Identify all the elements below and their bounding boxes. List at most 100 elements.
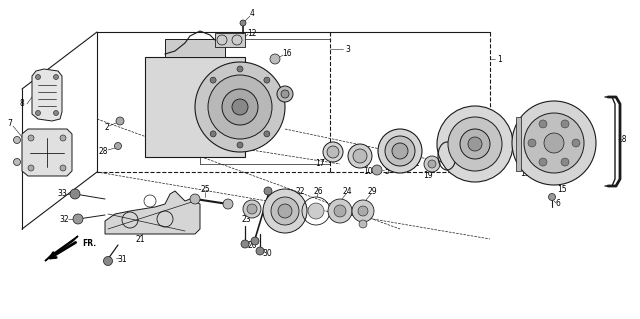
Text: 30: 30 [262, 249, 272, 257]
Polygon shape [105, 191, 200, 234]
Circle shape [561, 120, 569, 128]
Circle shape [237, 66, 243, 72]
Circle shape [241, 240, 249, 248]
Circle shape [54, 75, 58, 79]
Circle shape [561, 158, 569, 166]
Circle shape [270, 54, 280, 64]
Circle shape [323, 142, 343, 162]
Polygon shape [22, 129, 72, 176]
Circle shape [70, 189, 80, 199]
Circle shape [392, 143, 408, 159]
Polygon shape [32, 69, 62, 121]
Circle shape [210, 77, 216, 83]
Circle shape [308, 203, 324, 219]
Circle shape [358, 206, 368, 216]
Circle shape [247, 204, 257, 214]
Text: 33: 33 [57, 189, 67, 198]
Text: FR.: FR. [82, 240, 96, 249]
Circle shape [572, 139, 580, 147]
Circle shape [544, 133, 564, 153]
Text: 31: 31 [117, 255, 127, 263]
Text: 6: 6 [556, 199, 561, 209]
Circle shape [424, 156, 440, 172]
Text: 14: 14 [451, 167, 461, 175]
Circle shape [13, 137, 20, 144]
Circle shape [352, 200, 374, 222]
Circle shape [240, 20, 246, 26]
Circle shape [539, 158, 547, 166]
Circle shape [251, 237, 259, 245]
Circle shape [116, 117, 124, 125]
Circle shape [208, 75, 272, 139]
Circle shape [348, 144, 372, 168]
Text: 32: 32 [59, 214, 69, 224]
Circle shape [104, 256, 113, 265]
Text: 13: 13 [520, 169, 530, 179]
Circle shape [528, 139, 536, 147]
Circle shape [195, 62, 285, 152]
Text: 16: 16 [282, 49, 292, 58]
Circle shape [264, 187, 272, 195]
Circle shape [243, 200, 261, 218]
Bar [165, 39, 225, 57]
Circle shape [210, 131, 216, 137]
Circle shape [278, 204, 292, 218]
Circle shape [548, 194, 556, 201]
Text: 29: 29 [367, 187, 377, 196]
Circle shape [460, 129, 490, 159]
Circle shape [223, 199, 233, 209]
Text: 3: 3 [345, 44, 350, 54]
Text: 2: 2 [104, 123, 109, 132]
Circle shape [35, 75, 40, 79]
Circle shape [327, 146, 339, 158]
Circle shape [372, 165, 382, 175]
Text: 7: 7 [8, 118, 12, 128]
Circle shape [73, 214, 83, 224]
Circle shape [35, 110, 40, 115]
Bar [215, 33, 245, 47]
Circle shape [13, 159, 20, 166]
Circle shape [512, 101, 596, 185]
Circle shape [54, 110, 58, 115]
Circle shape [281, 90, 289, 98]
Text: 10: 10 [363, 167, 373, 175]
Circle shape [264, 131, 270, 137]
Text: 9: 9 [477, 167, 483, 175]
Text: 15: 15 [557, 184, 567, 194]
Circle shape [190, 194, 200, 204]
Text: 23: 23 [241, 214, 251, 224]
Text: 21: 21 [135, 235, 145, 244]
Circle shape [222, 89, 258, 125]
Circle shape [334, 205, 346, 217]
Text: 17: 17 [315, 160, 325, 168]
Circle shape [448, 117, 502, 171]
Circle shape [359, 220, 367, 228]
Circle shape [237, 142, 243, 148]
Circle shape [60, 135, 66, 141]
Polygon shape [45, 236, 78, 261]
Text: 12: 12 [247, 29, 257, 39]
Text: 20: 20 [247, 241, 257, 250]
Text: 24: 24 [342, 187, 352, 196]
Circle shape [428, 160, 436, 168]
Circle shape [328, 199, 352, 223]
Circle shape [353, 149, 367, 163]
Text: 25: 25 [200, 184, 210, 194]
Text: 8: 8 [20, 100, 24, 108]
Circle shape [115, 143, 122, 150]
Text: 18: 18 [617, 135, 627, 144]
Circle shape [524, 113, 584, 173]
Circle shape [437, 106, 513, 182]
Text: 4: 4 [250, 10, 255, 19]
Bar [145, 57, 245, 157]
Circle shape [277, 86, 293, 102]
Circle shape [378, 129, 422, 173]
Circle shape [28, 165, 34, 171]
Circle shape [271, 197, 299, 225]
Circle shape [264, 77, 270, 83]
Circle shape [468, 137, 482, 151]
Text: 26: 26 [313, 187, 323, 196]
Circle shape [60, 165, 66, 171]
Text: 28: 28 [99, 146, 108, 155]
Text: 27: 27 [275, 197, 285, 205]
